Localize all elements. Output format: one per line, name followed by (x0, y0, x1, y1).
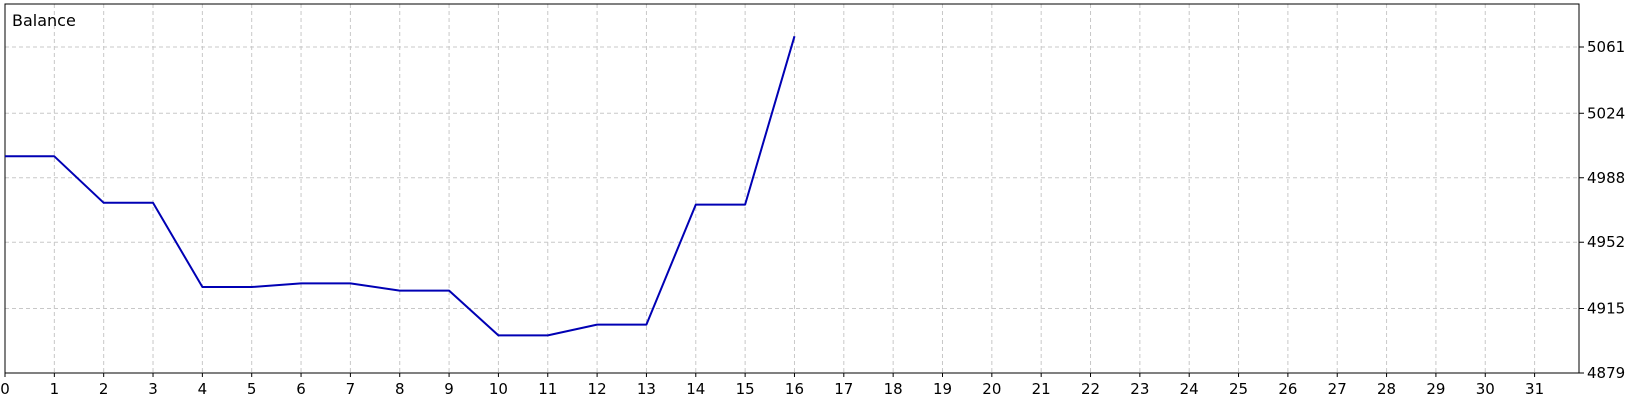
x-tick-label: 11 (538, 380, 557, 398)
x-tick-label: 13 (637, 380, 656, 398)
x-tick-label: 30 (1476, 380, 1495, 398)
x-tick-label: 0 (0, 380, 10, 398)
x-tick-label: 12 (588, 380, 607, 398)
x-tick-label: 6 (296, 380, 306, 398)
x-tick-label: 16 (785, 380, 804, 398)
x-tick-label: 8 (395, 380, 405, 398)
x-tick-label: 20 (982, 380, 1001, 398)
y-tick-label: 4952 (1587, 233, 1625, 251)
chart-title: Balance (12, 11, 76, 30)
series-layer (5, 35, 796, 337)
x-tick-label: 29 (1426, 380, 1445, 398)
x-tick-label: 14 (686, 380, 705, 398)
x-tick-label: 7 (346, 380, 356, 398)
x-tick-label: 21 (1032, 380, 1051, 398)
x-tick-label: 5 (247, 380, 257, 398)
x-tick-label: 25 (1229, 380, 1248, 398)
plot-frame (4, 3, 1580, 374)
y-tick-label: 4879 (1587, 364, 1625, 382)
x-tick-label: 22 (1081, 380, 1100, 398)
x-tick-label: 2 (99, 380, 109, 398)
x-tick-label: 18 (884, 380, 903, 398)
x-tick-label: 27 (1328, 380, 1347, 398)
y-tick-label: 4988 (1587, 169, 1625, 187)
x-tick-label: 19 (933, 380, 952, 398)
x-tick-label: 1 (50, 380, 60, 398)
x-tick-label: 17 (834, 380, 853, 398)
x-tick-label: 9 (444, 380, 454, 398)
x-tick-label: 24 (1180, 380, 1199, 398)
x-tick-label: 4 (198, 380, 208, 398)
x-tick-label: 26 (1278, 380, 1297, 398)
x-tick-label: 31 (1525, 380, 1544, 398)
x-tick-label: 3 (148, 380, 158, 398)
grid-layer (5, 4, 1579, 373)
y-tick-label: 5061 (1587, 38, 1625, 56)
y-tick-label: 4915 (1587, 300, 1625, 318)
balance-series-line (5, 35, 796, 337)
labels-layer: 0 1 2 3 4 5 6 7 8 9 10 11 12 13 14 15 16 17 18 19 20 21 22 23 24… (0, 38, 1625, 398)
x-tick-label: 28 (1377, 380, 1396, 398)
x-tick-label: 10 (489, 380, 508, 398)
x-tick-label: 15 (736, 380, 755, 398)
y-tick-label: 5024 (1587, 104, 1625, 122)
axes-layer (4, 3, 1584, 377)
x-tick-label: 23 (1130, 380, 1149, 398)
